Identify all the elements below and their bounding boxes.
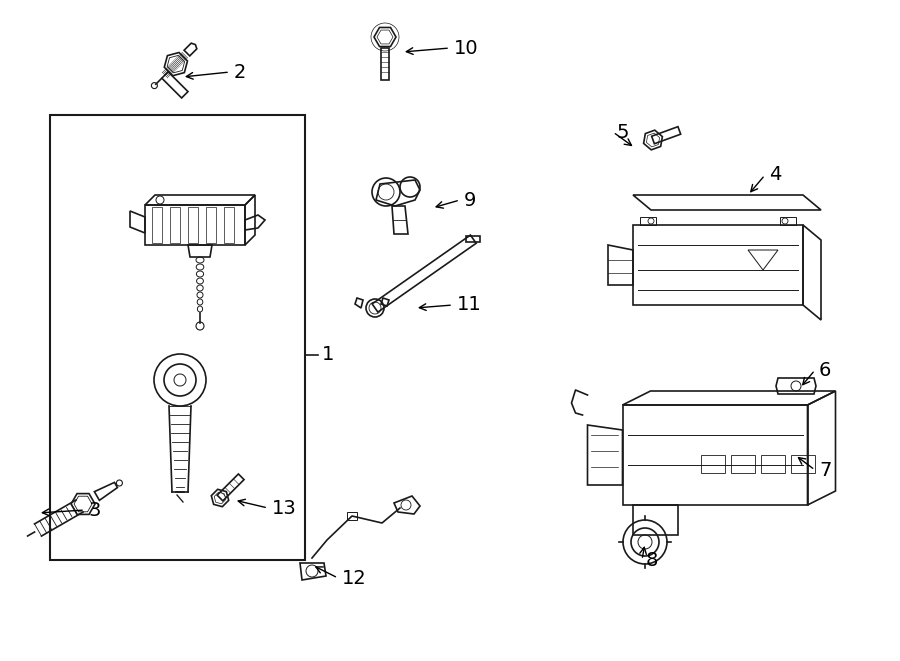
Text: 4: 4 bbox=[769, 165, 781, 184]
Text: 10: 10 bbox=[454, 38, 479, 58]
Bar bbox=[790, 455, 815, 473]
Text: 11: 11 bbox=[457, 295, 482, 315]
Bar bbox=[152, 207, 162, 243]
Bar bbox=[50, 115, 305, 560]
Bar bbox=[347, 512, 357, 520]
Bar bbox=[206, 207, 216, 243]
Bar bbox=[640, 217, 656, 225]
Bar bbox=[188, 207, 198, 243]
Bar bbox=[731, 455, 754, 473]
Text: 7: 7 bbox=[819, 461, 832, 479]
Text: 5: 5 bbox=[617, 122, 629, 141]
Bar bbox=[780, 217, 796, 225]
Bar bbox=[381, 48, 389, 80]
Text: 8: 8 bbox=[646, 551, 659, 570]
Bar bbox=[170, 207, 180, 243]
Bar bbox=[760, 455, 785, 473]
Bar bbox=[466, 236, 481, 242]
Text: 3: 3 bbox=[89, 500, 102, 520]
Text: 2: 2 bbox=[234, 63, 247, 81]
Text: 13: 13 bbox=[272, 498, 297, 518]
Bar bbox=[224, 207, 234, 243]
Text: 1: 1 bbox=[322, 346, 335, 364]
Bar bbox=[700, 455, 725, 473]
Text: 12: 12 bbox=[342, 568, 367, 588]
Text: 9: 9 bbox=[464, 190, 476, 210]
Text: 6: 6 bbox=[819, 360, 832, 379]
